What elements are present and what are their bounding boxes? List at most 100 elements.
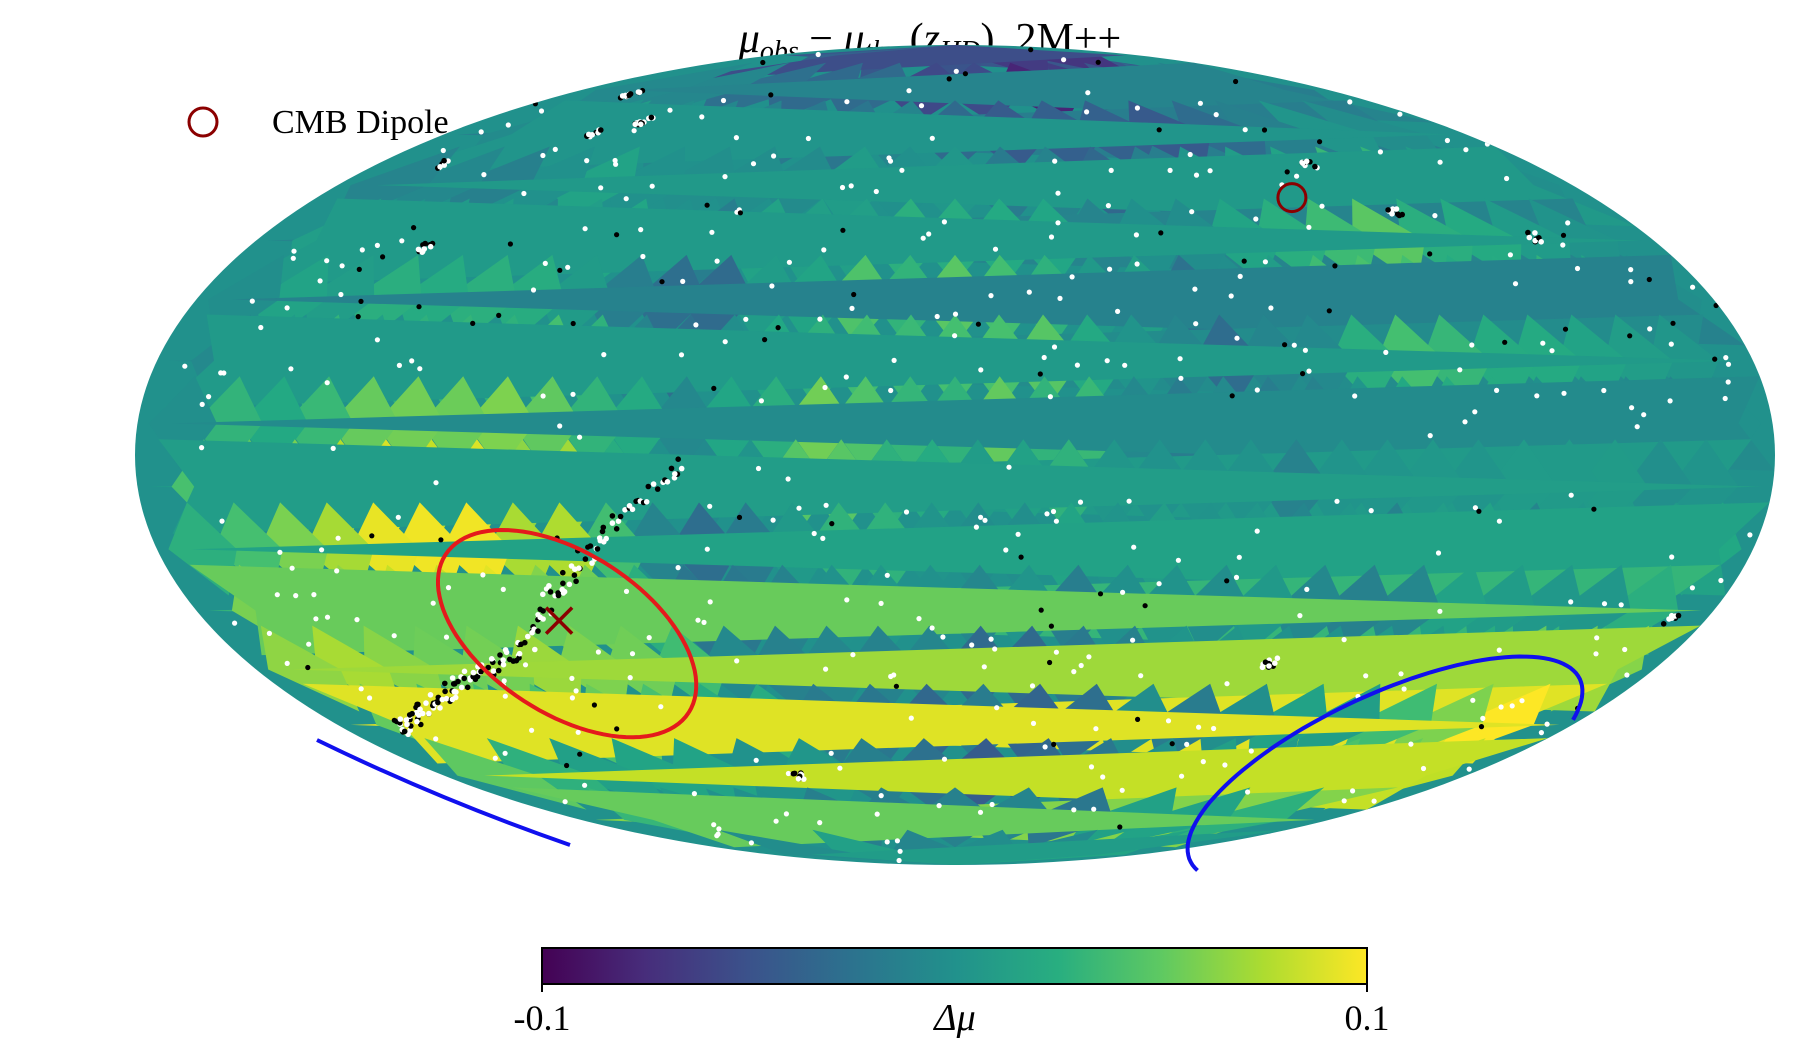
white-point [598, 185, 604, 191]
white-point [1634, 424, 1640, 430]
white-point [274, 592, 280, 598]
black-point [1158, 230, 1164, 236]
white-point [823, 666, 829, 672]
white-point [1053, 649, 1059, 655]
white-point [1472, 409, 1478, 415]
white-point [461, 668, 468, 675]
black-point [1233, 78, 1239, 85]
white-point [1122, 362, 1128, 368]
white-point [596, 535, 603, 541]
white-point [1668, 341, 1674, 347]
white-point [1350, 788, 1356, 794]
white-point [887, 158, 894, 164]
sky-cell [669, 45, 1126, 81]
white-point [1050, 508, 1057, 515]
white-point [750, 161, 757, 167]
white-point [1496, 647, 1502, 653]
white-point [1538, 730, 1544, 736]
sky-cell [235, 198, 1642, 285]
white-point [1347, 99, 1353, 105]
white-point [440, 147, 446, 154]
white-point [1718, 577, 1724, 584]
white-point [1568, 492, 1574, 498]
white-point [500, 657, 507, 663]
white-point [1061, 57, 1067, 63]
white-point [584, 158, 590, 164]
white-point [667, 107, 673, 113]
white-point [404, 721, 410, 728]
white-point [693, 322, 699, 328]
white-point [396, 362, 402, 368]
white-point [218, 370, 224, 376]
white-point [414, 718, 420, 725]
white-point [449, 675, 456, 681]
white-point [1427, 433, 1433, 439]
white-point [941, 219, 948, 225]
white-point [1077, 499, 1084, 505]
white-point [529, 727, 535, 733]
white-point [430, 600, 436, 606]
white-point [538, 108, 545, 114]
white-point [849, 305, 855, 311]
white-point [707, 599, 713, 605]
white-point [338, 291, 344, 298]
white-point [1484, 141, 1490, 147]
black-point [600, 524, 607, 531]
black-point [975, 321, 982, 327]
white-point [1055, 190, 1061, 196]
white-point [1228, 293, 1234, 299]
white-point [552, 146, 558, 152]
black-point [1156, 127, 1162, 133]
white-point [1138, 673, 1144, 679]
white-point [500, 661, 507, 668]
white-point [540, 393, 546, 399]
white-point [1126, 498, 1132, 504]
white-point [1196, 724, 1202, 730]
white-point [1179, 773, 1185, 779]
black-point [613, 526, 620, 532]
white-point [1003, 547, 1009, 553]
white-point [878, 793, 884, 799]
black-point [470, 320, 476, 326]
black-point [1224, 578, 1230, 584]
white-point [1042, 744, 1048, 750]
white-point [1306, 368, 1312, 374]
white-point [500, 586, 506, 593]
white-point [319, 547, 325, 553]
white-point [977, 809, 984, 815]
black-point [762, 337, 768, 343]
white-point [1184, 741, 1190, 748]
white-point [1363, 673, 1369, 679]
white-point [354, 617, 360, 623]
white-point [953, 68, 959, 74]
white-point [1641, 412, 1647, 418]
white-point [1236, 554, 1242, 560]
white-point [313, 616, 319, 622]
white-point [1053, 518, 1059, 524]
white-point [982, 517, 988, 523]
black-point [438, 537, 444, 543]
white-point [1274, 655, 1281, 661]
white-point [1234, 335, 1240, 341]
white-point [569, 675, 575, 682]
white-point [844, 99, 850, 105]
black-point [560, 580, 566, 587]
sky-cell [393, 100, 1453, 172]
white-point [817, 820, 823, 826]
white-point [1303, 158, 1310, 165]
white-point [823, 502, 829, 508]
white-point [1131, 544, 1137, 550]
white-point [569, 695, 576, 701]
sky-cell [484, 738, 1549, 810]
white-point [1462, 419, 1468, 425]
black-point [614, 232, 620, 238]
white-point [1549, 348, 1555, 354]
white-point [1294, 173, 1300, 179]
white-point [623, 588, 630, 595]
white-point [884, 839, 890, 845]
white-point [1509, 703, 1515, 709]
white-point [1526, 234, 1533, 241]
white-point [612, 157, 618, 164]
white-point [805, 135, 812, 142]
